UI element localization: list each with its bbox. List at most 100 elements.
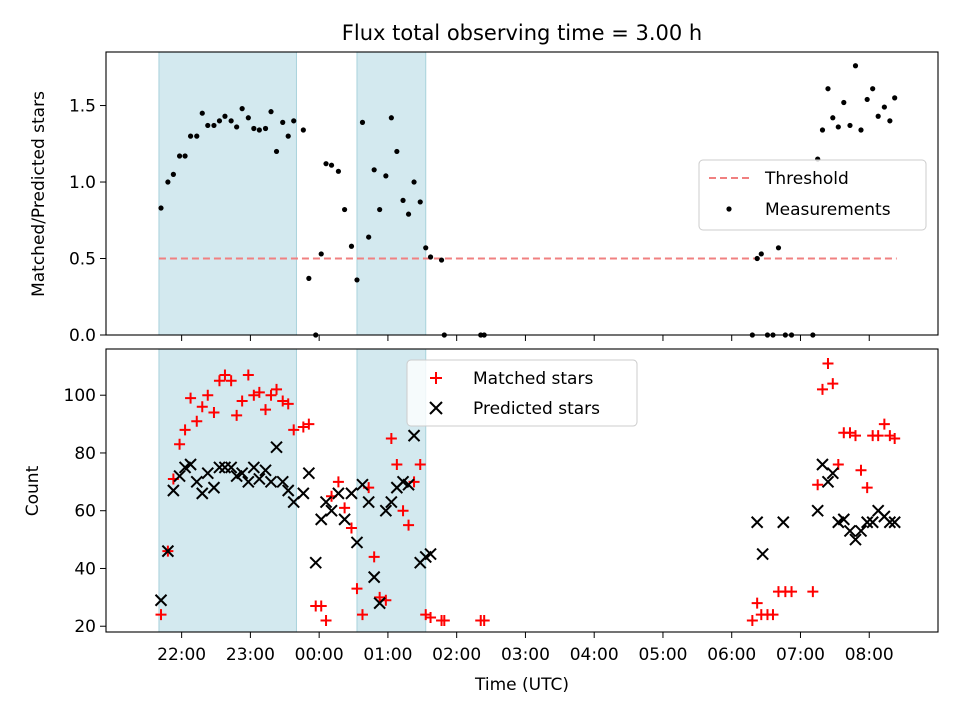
matched-star-marker [174, 438, 186, 450]
matched-star-marker [844, 427, 856, 439]
matched-star-marker [282, 398, 294, 410]
measurement-point [176, 153, 183, 159]
measurement-point [438, 257, 445, 263]
matched-star-marker [767, 609, 779, 621]
bottom-legend: Matched stars Predicted stars [406, 359, 638, 427]
measurement-point [427, 254, 434, 260]
matched-star-marker [478, 614, 490, 626]
matched-star-marker [248, 389, 260, 401]
bottom-y-ticks: 20 40 60 80 100 [64, 386, 106, 637]
predicted-star-marker [338, 513, 351, 526]
predicted-star-marker [407, 429, 421, 442]
predicted-star-marker [379, 504, 393, 517]
measurement-point [892, 95, 898, 101]
matched-star-marker [425, 612, 437, 624]
matched-star-marker [403, 519, 415, 531]
matched-star-marker [213, 375, 225, 387]
matched-star-marker [822, 357, 834, 369]
predicted-star-marker [756, 547, 769, 561]
predicted-star-marker [350, 536, 364, 549]
predicted-star-marker [276, 475, 289, 489]
xtick-label: 04:00 [570, 645, 619, 665]
matched-star-marker [849, 430, 861, 442]
top-legend: Threshold Measurements [698, 159, 927, 231]
predicted-star-marker [190, 475, 203, 489]
bottom-x-ticks: 22:00 23:00 00:00 01:00 02:00 03:00 04:00 05:00… [157, 632, 894, 665]
predicted-star-marker [424, 547, 437, 561]
chart-title: Flux total observing time = 3.00 h [342, 21, 702, 45]
measurement-point [870, 86, 876, 92]
predicted-star-marker [816, 458, 829, 471]
measurement-point [411, 179, 417, 185]
measurement-point [758, 251, 764, 257]
predicted-star-marker [247, 461, 261, 474]
measurement-point [341, 206, 348, 213]
predicted-star-marker [811, 504, 824, 517]
matched-star-marker [397, 505, 409, 517]
measurement-point [256, 127, 262, 133]
matched-star-marker [438, 614, 450, 626]
predicted-star-marker [242, 475, 255, 489]
predicted-star-marker [849, 533, 862, 546]
measurement-point [182, 153, 188, 159]
measurement-point [245, 115, 251, 121]
measurement-point [285, 133, 291, 139]
matched-star-marker [751, 597, 763, 609]
measurement-point [852, 63, 859, 69]
measurement-point [234, 124, 240, 130]
measurement-point [394, 148, 400, 155]
matched-star-marker [185, 392, 197, 404]
matched-star-marker [277, 395, 289, 407]
predicted-star-marker [821, 475, 835, 489]
measurement-point [158, 205, 164, 211]
measurement-point [835, 124, 841, 130]
matched-star-marker [855, 464, 867, 476]
bottom-ytick-label: 80 [74, 444, 96, 464]
legend-measurement-swatch [726, 206, 732, 212]
measurement-point [328, 162, 335, 168]
matched-star-marker [827, 378, 839, 390]
predicted-star-marker [309, 556, 322, 569]
predicted-star-marker [888, 516, 901, 529]
measurement-point [417, 199, 423, 205]
measurement-point [830, 115, 836, 121]
measurement-point [268, 109, 274, 115]
measurement-point [881, 104, 887, 110]
matched-star-marker [391, 459, 403, 471]
matched-star-marker [320, 614, 332, 626]
predicted-star-marker [883, 516, 897, 529]
legend-measurements-label: Measurements [765, 200, 891, 220]
predicted-star-marker [224, 461, 238, 474]
measurement-point [187, 133, 194, 139]
measurement-point [335, 168, 342, 174]
predicted-star-marker [843, 524, 857, 538]
measurement-point [400, 197, 406, 203]
measurement-points [158, 63, 898, 338]
measurement-point [371, 167, 377, 173]
matched-star-marker [345, 522, 357, 534]
matched-star-marker [414, 459, 426, 471]
predicted-star-marker [860, 516, 874, 529]
predicted-star-marker [167, 484, 180, 497]
matched-star-marker [807, 586, 819, 598]
matched-star-marker [271, 383, 283, 395]
xtick-label: 03:00 [501, 645, 550, 665]
predicted-star-marker [332, 487, 345, 500]
matched-star-marker [332, 476, 344, 488]
matched-star-marker [812, 479, 824, 491]
measurement-point [306, 275, 312, 281]
matched-star-marker [265, 389, 277, 401]
measurement-point [366, 234, 372, 240]
matched-star-marker [196, 401, 208, 413]
bottom-y-axis-label: Count [23, 465, 43, 516]
xtick-label: 07:00 [776, 645, 825, 665]
measurement-point [388, 115, 394, 121]
measurement-point [847, 122, 853, 129]
measurement-point [819, 127, 826, 133]
predicted-star-marker [367, 570, 381, 584]
matched-star-marker [260, 404, 272, 416]
predicted-star-marker [201, 466, 214, 480]
xtick-label: 05:00 [638, 645, 687, 665]
top-panel: 0.0 0.5 1.0 1.5 Matched/Predicted stars Thr… [29, 51, 939, 346]
matched-star-marker [231, 409, 243, 421]
